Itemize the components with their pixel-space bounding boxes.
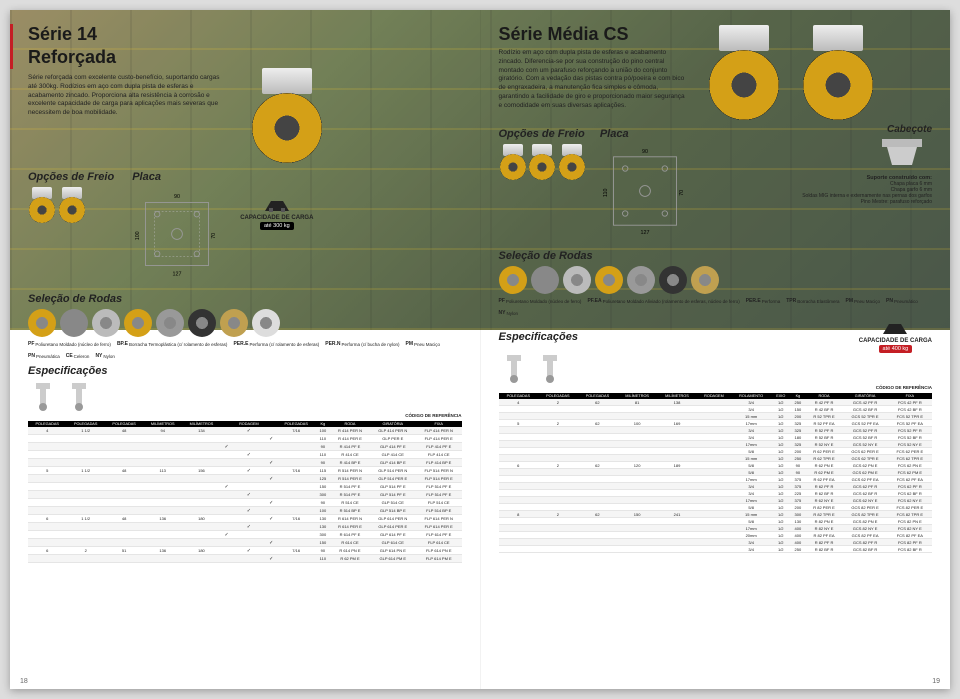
svg-text:90: 90 [642,149,648,155]
page-number-right: 19 [932,678,940,685]
espec-title-right: Especificações [499,331,853,343]
spec-icon-2 [64,381,94,411]
codigo-label-right: CÓDIGO DE REFERÊNCIA [499,385,933,390]
mini-wheel [563,266,591,294]
svg-text:70: 70 [211,233,217,239]
mini-wheel [252,309,280,337]
brake-wheel-r3 [558,144,586,180]
mini-wheel [531,266,559,294]
legend-item: PER.N Performa (c/ bucha de nylon) [325,341,399,347]
mini-wheel [188,309,216,337]
left-page: Série 14 Reforçada Série reforçada com e… [10,10,481,689]
brake-wheel-1 [28,187,56,223]
brake-wheel-r1 [499,144,527,180]
svg-text:90: 90 [174,194,180,200]
legend-left: PF Poliuretano Moldado (núcleo de ferro)… [28,341,462,359]
placa-title: Placa [132,171,222,183]
mini-wheel [60,309,88,337]
mini-wheel [156,309,184,337]
spec-icon-r1 [499,353,529,383]
cabecote-title: Cabeçote [704,124,932,135]
placa-title-right: Placa [600,128,690,140]
mini-wheel [499,266,527,294]
legend-item: PM Pneu Maciço [846,298,881,304]
codigo-label-left: CÓDIGO DE REFERÊNCIA [28,413,462,418]
intro-text: Série reforçada com excelente custo-bene… [28,74,228,118]
mini-wheel [124,309,152,337]
capacity-badge-right: CAPACIDADE DE CARGA até 400 kg [859,320,932,353]
mini-wheel [92,309,120,337]
svg-text:70: 70 [679,190,685,196]
legend-item: BP.E Borracha Termoplástica (c/ rolament… [117,341,228,347]
spec-icon-r2 [535,353,565,383]
accent-bar [10,24,13,69]
suporte-line: Pino Mestre: parafuso reforçado [704,199,932,205]
series-title-right: Série Média CS [499,25,689,43]
svg-text:127: 127 [640,230,649,236]
legend-item: PM Pneu Maciço [406,341,441,347]
mini-wheel [659,266,687,294]
freio-title-right: Opções de Freio [499,128,586,140]
right-page: Série Média CS Rodízio em aço com dupla … [481,10,951,689]
selecao-title-left: Seleção de Rodas [28,293,462,305]
capacity-badge-left: CAPACIDADE DE CARGA até 300 kg [240,197,313,230]
legend-item: PER.E Performa [746,298,781,304]
espec-title-left: Especificações [28,365,462,377]
svg-text:127: 127 [173,271,182,277]
legend-item: PN Pneumática [28,353,60,359]
spec-table-right: POLEGADASPOLEGADASPOLEGADASMILÍMETROSMIL… [499,393,933,553]
legend-item: PF Poliuretano Moldado (núcleo de ferro) [499,298,582,304]
spec-table-left: POLEGADASPOLEGADASPOLEGADASMILÍMETROSMIL… [28,421,462,563]
legend-item: NY Nylon [95,353,114,359]
svg-text:110: 110 [603,189,609,198]
legend-item: TPR Borracha Elastômera [786,298,839,304]
hero-wheel-right-2 [799,25,877,120]
series-title: Série 14 [28,25,462,43]
legend-item: CE Celeron [66,353,90,359]
legend-item: PF Poliuretano Moldado (núcleo de ferro) [28,341,111,347]
wheel-selection-left [28,309,462,337]
placa-diagram-right: 90 110 127 70 [600,146,690,238]
brake-wheel-r2 [528,144,556,180]
brake-wheel-2 [58,187,86,223]
wheel-selection-right [499,266,933,294]
intro-text-right: Rodízio em aço com dupla pista de esfera… [499,49,689,110]
legend-item: NY Nylon [499,310,518,316]
hero-wheel-right-1 [705,25,783,120]
mini-wheel [220,309,248,337]
spec-icon-1 [28,381,58,411]
page-spread: Série 14 Reforçada Série reforçada com e… [10,10,950,689]
hero-wheel-left [248,68,326,163]
page-number-left: 18 [20,678,28,685]
series-subtitle: Reforçada [28,47,462,68]
mini-wheel [627,266,655,294]
legend-item: PN Pneumático [886,298,918,304]
placa-diagram-left: 90 100 127 70 [132,189,222,281]
mini-wheel [595,266,623,294]
mini-wheel [28,309,56,337]
selecao-title-right: Seleção de Rodas [499,250,933,262]
svg-text:100: 100 [135,231,141,240]
legend-item: PF.EA Poliuretano Moldado Aliviado (rola… [587,298,739,304]
legend-item: PER.E Performa (c/ rolamento de esferas) [233,341,319,347]
suporte-info: Suporte construído com: Chapa placa 6 mm… [704,175,932,205]
cabecote-icon [872,135,932,171]
legend-right: PF Poliuretano Moldado (núcleo de ferro)… [499,298,933,316]
mini-wheel [691,266,719,294]
freio-title: Opções de Freio [28,171,114,183]
